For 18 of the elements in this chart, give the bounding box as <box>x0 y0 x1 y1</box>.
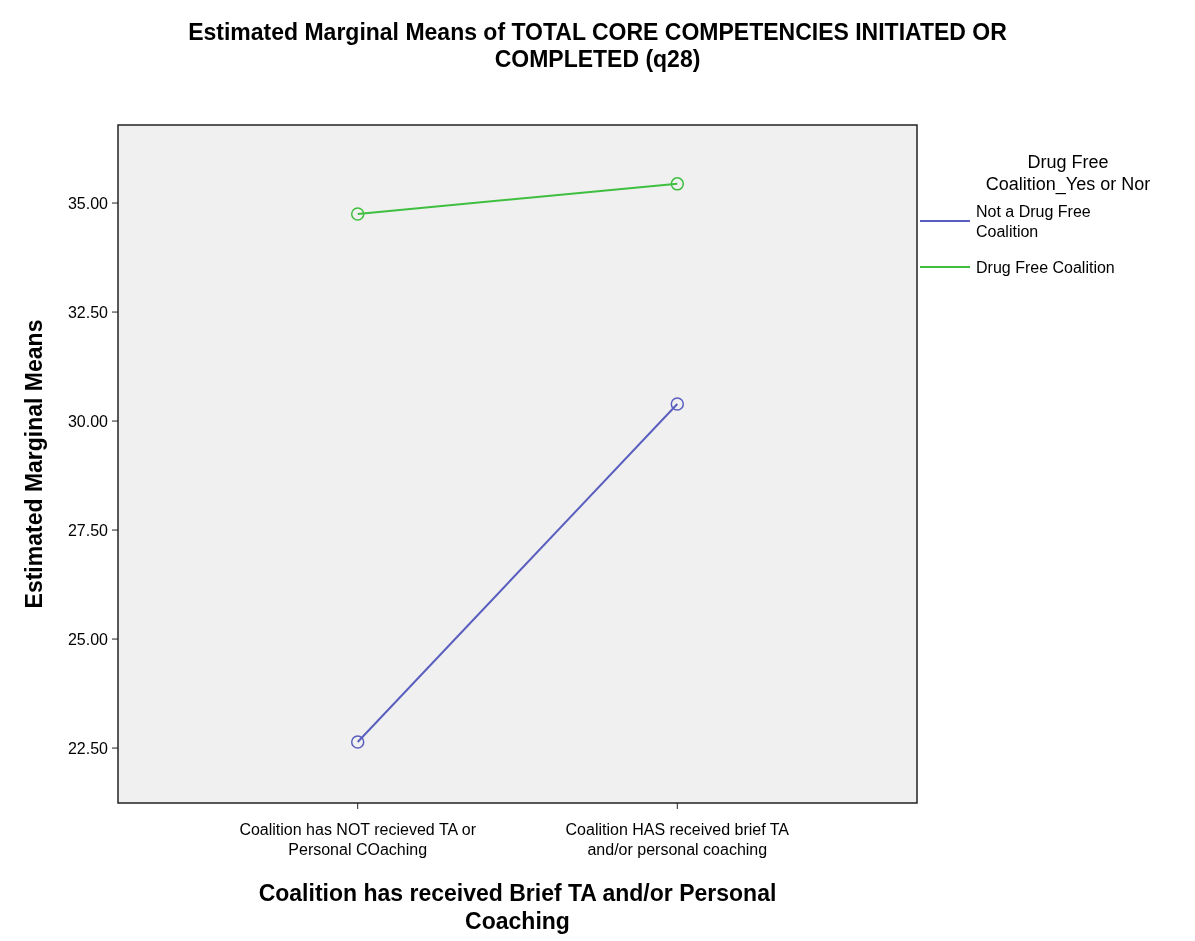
point <box>350 735 365 749</box>
x-tick-label: Coalition has NOT recieved TA or Personal COaching <box>239 821 477 858</box>
point <box>670 397 685 411</box>
point <box>350 207 365 221</box>
legend-label: Not a Drug Free Coalition <box>976 202 1091 240</box>
legend-title: Drug Free Coalition_Yes or Nor <box>985 152 1151 195</box>
point <box>670 177 685 191</box>
x-tick-label: Coalition HAS received brief TA and/or personal coaching <box>565 821 790 858</box>
y-tick-label: 27.50 <box>67 521 109 539</box>
y-tick-label: 35.00 <box>67 194 109 212</box>
y-axis-title: Estimated Marginal Means <box>21 319 47 609</box>
y-tick-label: 22.50 <box>67 739 109 757</box>
legend-label: Drug Free Coalition <box>976 258 1115 276</box>
x-axis-title: Coalition has received Brief TA and/or Personal Coaching <box>258 880 777 934</box>
y-tick-label: 25.00 <box>67 630 109 648</box>
y-tick-label: 32.50 <box>67 303 109 321</box>
y-tick-label: 30.00 <box>67 412 109 430</box>
chart-title: Estimated Marginal Means of TOTAL CORE COMPETENCIES INITIATED OR COMPLETED (q28) <box>188 19 1008 72</box>
